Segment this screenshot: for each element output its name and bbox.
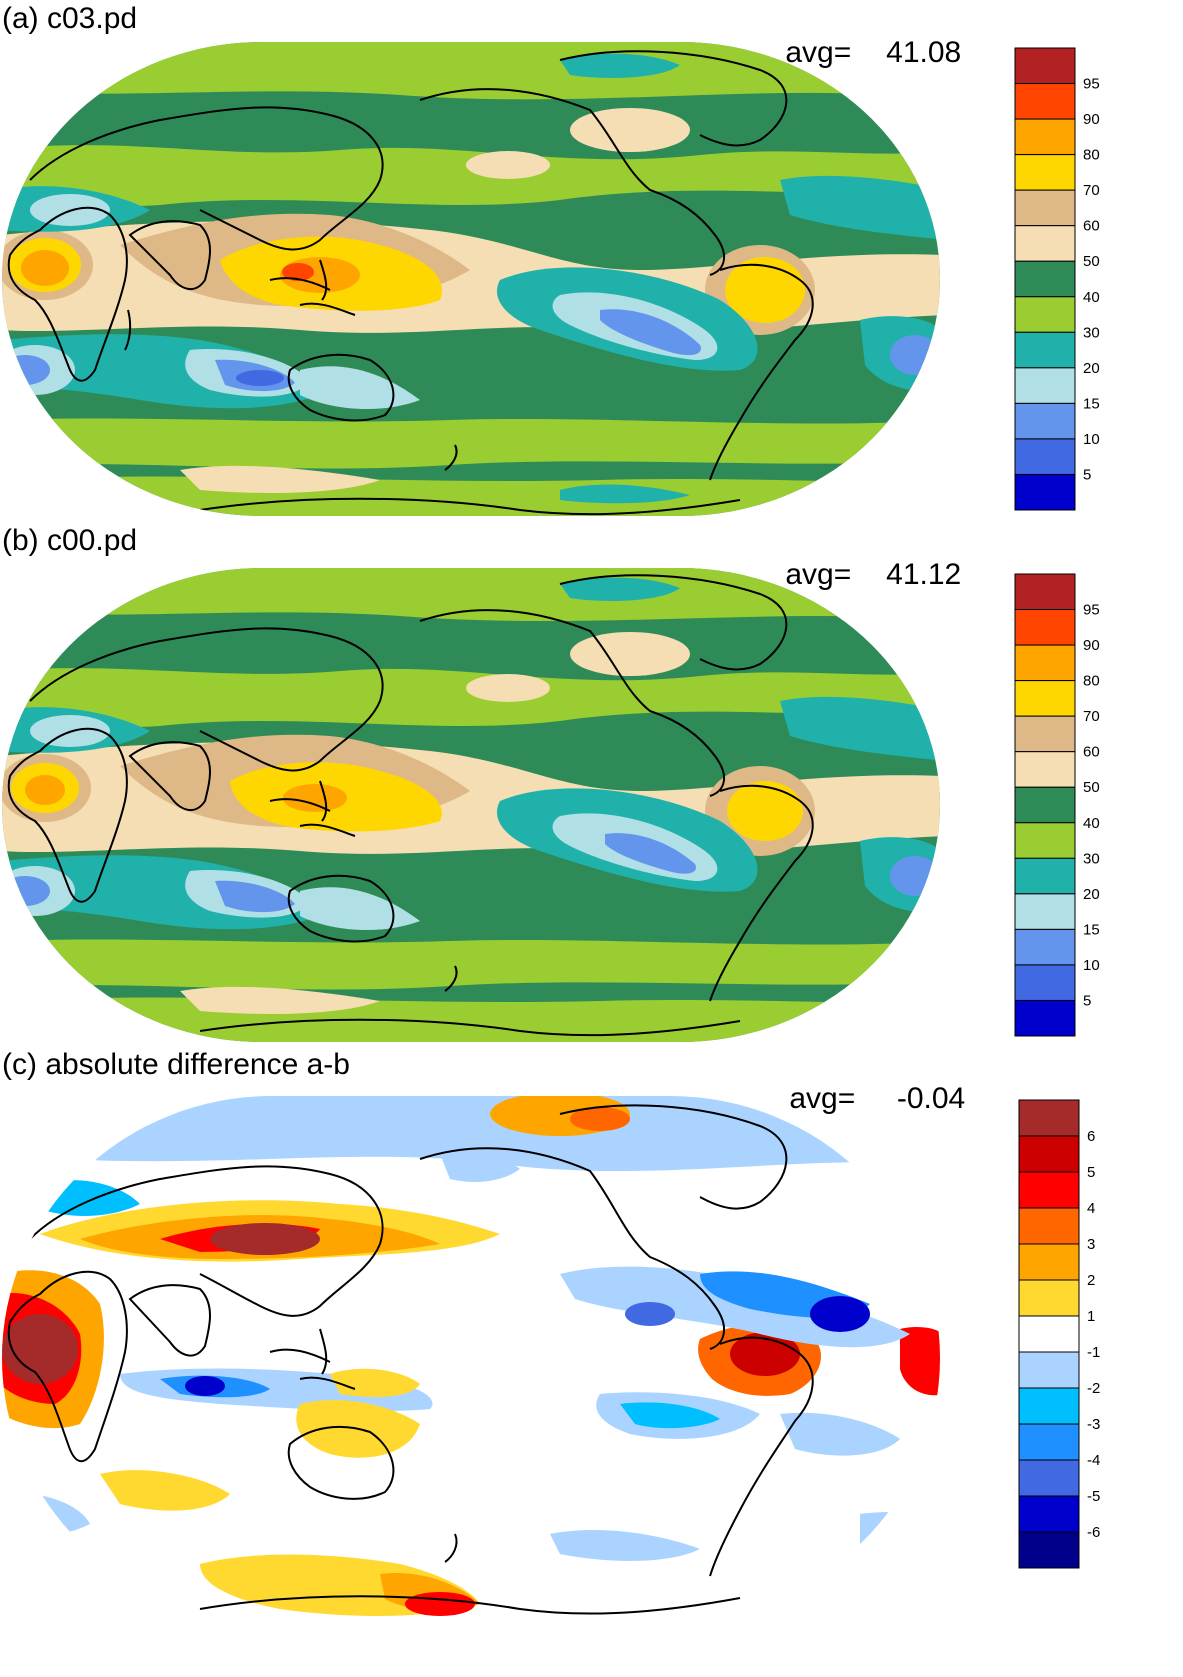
panel-title: (c) absolute difference a-b (2, 1048, 350, 1081)
colorbar-swatch (1014, 331, 1076, 369)
panel-title: (a) c03.pd (2, 2, 138, 35)
colorbar-label: 30 (1083, 324, 1100, 341)
colorbar-label: 70 (1083, 708, 1100, 725)
colorbar-label: 50 (1083, 779, 1100, 796)
colorbar-swatch (1014, 644, 1076, 682)
colorbar-label: 50 (1083, 253, 1100, 270)
colorbar-label: 10 (1083, 957, 1100, 974)
avg-label: avg= (785, 36, 852, 69)
colorbar-swatch (1014, 189, 1076, 227)
colorbar-label: 80 (1083, 673, 1100, 690)
colorbar: 6 5 4 3 2 1 -1 -2 -3 -4 -5 -6 (1017, 1098, 1147, 1575)
colorbar-swatch (1014, 822, 1076, 859)
colorbar-swatch (1014, 715, 1076, 753)
colorbar-swatch (1018, 1243, 1080, 1281)
colorbar-svg: 6 5 4 3 2 1 -1 -2 -3 -4 -5 -6 (1018, 1099, 1100, 1569)
colorbar-swatch (1014, 999, 1076, 1037)
colorbar-label: 20 (1083, 360, 1100, 377)
colorbar-label: -4 (1087, 1452, 1100, 1469)
colorbar-swatch (1014, 893, 1076, 930)
colorbar-swatch (1014, 680, 1076, 717)
colorbar-label: 60 (1083, 218, 1100, 235)
colorbar-swatch (1014, 573, 1076, 611)
colorbar-label: 20 (1083, 886, 1100, 903)
colorbar-label: 90 (1083, 637, 1100, 654)
colorbar-label: 30 (1083, 850, 1100, 867)
colorbar-label: 95 (1083, 602, 1100, 619)
colorbar-label: 6 (1087, 1128, 1095, 1145)
panel-c: (c) absolute difference a-b avg= -0.04 (0, 1046, 1183, 1677)
avg-value: 41.08 (886, 36, 962, 69)
colorbar-label: 90 (1083, 111, 1100, 128)
global-map (2, 568, 940, 1042)
colorbar-swatch (1018, 1459, 1080, 1497)
colorbar-label: -6 (1087, 1524, 1100, 1541)
avg-value: -0.04 (896, 1082, 966, 1115)
colorbar-swatch (1018, 1387, 1080, 1425)
colorbar-swatch (1014, 964, 1076, 1001)
colorbar-label: 40 (1083, 289, 1100, 306)
colorbar-swatch (1018, 1279, 1080, 1317)
colorbar-label: -3 (1087, 1416, 1100, 1433)
colorbar-label: 15 (1083, 395, 1100, 412)
colorbar-svg: 95 90 80 70 60 50 40 30 20 15 10 5 (1014, 47, 1100, 511)
colorbar-label: 60 (1083, 744, 1100, 761)
colorbar-swatch (1014, 928, 1076, 966)
colorbar-swatch (1014, 751, 1076, 788)
colorbar-swatch (1014, 438, 1076, 475)
panel-average: avg= -0.04 (756, 1048, 965, 1150)
colorbar-label: 95 (1083, 76, 1100, 93)
colorbar-swatch (1014, 609, 1076, 646)
colorbar-swatch (1014, 367, 1076, 404)
colorbar-label: -5 (1087, 1488, 1100, 1505)
colorbar-label: 5 (1083, 992, 1091, 1009)
colorbar-label: 80 (1083, 147, 1100, 164)
colorbar-swatch (1018, 1351, 1080, 1389)
colorbar-swatch (1018, 1099, 1080, 1137)
colorbar-label: 2 (1087, 1272, 1095, 1289)
panel-title: (b) c00.pd (2, 524, 138, 557)
colorbar-swatch (1014, 473, 1076, 511)
avg-label: avg= (785, 558, 852, 591)
colorbar-label: 3 (1087, 1236, 1095, 1253)
colorbar-swatch (1014, 402, 1076, 440)
colorbar-label: 1 (1087, 1308, 1095, 1325)
colorbar-swatch (1014, 154, 1076, 191)
avg-value: 41.12 (886, 558, 962, 591)
colorbar-label: 10 (1083, 431, 1100, 448)
colorbar-swatch (1018, 1207, 1080, 1245)
panel-b: (b) c00.pd avg= 41.12 (0, 522, 1183, 1042)
colorbar-label: 5 (1087, 1164, 1095, 1181)
colorbar-swatch (1018, 1495, 1080, 1533)
colorbar-label: 40 (1083, 815, 1100, 832)
colorbar-swatch (1018, 1423, 1080, 1461)
colorbar-swatch (1014, 786, 1076, 824)
avg-label: avg= (789, 1082, 856, 1115)
colorbar-swatch (1014, 47, 1076, 85)
colorbar-label: 4 (1087, 1200, 1095, 1217)
colorbar-label: -1 (1087, 1344, 1100, 1361)
colorbar: 95 90 80 70 60 50 40 30 20 15 10 5 (1013, 46, 1143, 517)
colorbar-swatch (1018, 1315, 1080, 1353)
colorbar-svg: 95 90 80 70 60 50 40 30 20 15 10 5 (1014, 573, 1100, 1037)
panel-average: avg= 41.08 (752, 2, 961, 104)
difference-map (2, 1096, 940, 1620)
colorbar-swatch (1014, 83, 1076, 120)
colorbar-swatch (1014, 260, 1076, 298)
colorbar-swatch (1014, 857, 1076, 895)
colorbar-swatch (1018, 1531, 1080, 1569)
colorbar-label: -2 (1087, 1380, 1100, 1397)
panel-a: (a) c03.pd avg= 41.08 (0, 0, 1183, 520)
colorbar-swatch (1018, 1135, 1080, 1173)
colorbar-swatch (1014, 225, 1076, 262)
panel-average: avg= 41.12 (752, 524, 961, 626)
colorbar-swatch (1014, 118, 1076, 156)
colorbar-swatch (1018, 1171, 1080, 1209)
colorbar-label: 70 (1083, 182, 1100, 199)
colorbar-label: 5 (1083, 466, 1091, 483)
colorbar: 95 90 80 70 60 50 40 30 20 15 10 5 (1013, 572, 1143, 1043)
global-map (2, 42, 940, 516)
colorbar-label: 15 (1083, 921, 1100, 938)
colorbar-swatch (1014, 296, 1076, 333)
